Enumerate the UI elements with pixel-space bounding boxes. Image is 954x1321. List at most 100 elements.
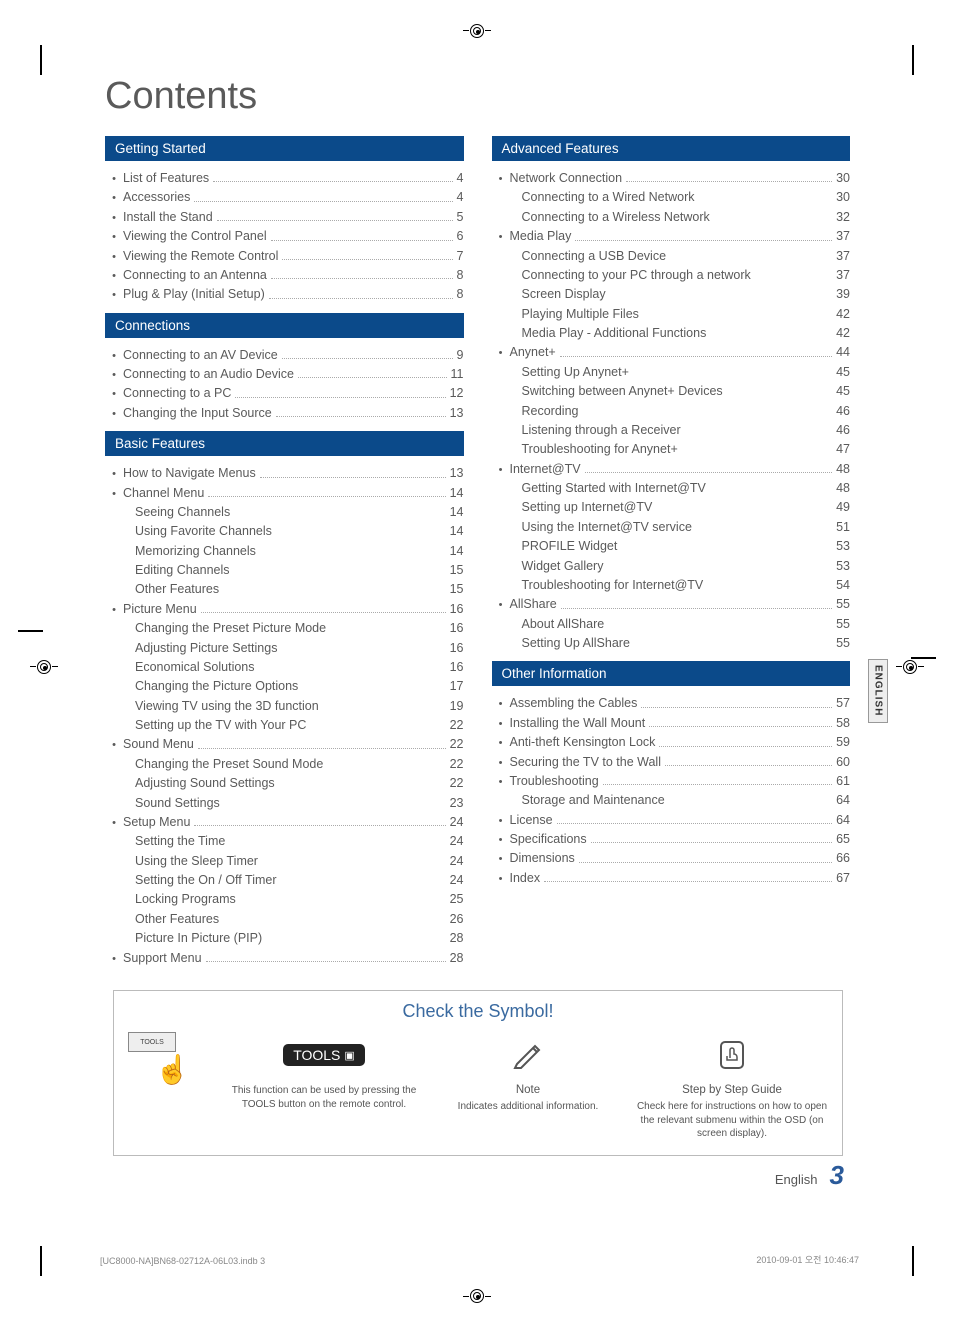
toc-sublist: Picture In Picture (PIP)28 — [105, 929, 464, 948]
toc-subitem: Connecting to a Wireless Network32 — [492, 208, 851, 227]
section-heading: Other Information — [492, 661, 851, 686]
toc-sublabel: Other Features — [135, 910, 450, 929]
bullet-icon: • — [105, 951, 123, 968]
toc-sublist: Using the Sleep Timer24 — [105, 852, 464, 871]
toc-subpage: 45 — [836, 363, 850, 382]
leader-dots — [260, 477, 446, 478]
toc-sublabel: Setting the On / Off Timer — [135, 871, 450, 890]
toc-subpage: 22 — [450, 716, 464, 735]
toc-sublist: Widget Gallery53 — [492, 557, 851, 576]
toc-subpage: 64 — [836, 791, 850, 810]
footer-language: English — [775, 1172, 818, 1187]
toc-sublist: Viewing TV using the 3D function19 — [105, 697, 464, 716]
toc-page: 6 — [457, 227, 464, 246]
toc-sublabel: Changing the Preset Picture Mode — [135, 619, 450, 638]
toc-item: •Dimensions66 — [492, 849, 851, 868]
leader-dots — [665, 765, 832, 766]
hand-pointer-icon: ☝ — [155, 1053, 190, 1086]
toc-item: •Troubleshooting61 — [492, 772, 851, 791]
toc-sublabel: PROFILE Widget — [522, 537, 837, 556]
toc-sublabel: Changing the Preset Sound Mode — [135, 755, 450, 774]
leader-dots — [649, 726, 832, 727]
check-cell: Step by Step GuideCheck here for instruc… — [630, 1032, 834, 1141]
toc-subpage: 22 — [450, 755, 464, 774]
section-heading: Connections — [105, 313, 464, 338]
bullet-icon: • — [105, 229, 123, 246]
toc-page: 59 — [836, 733, 850, 752]
toc-label: Connecting to an AV Device — [123, 346, 278, 365]
toc-label: Changing the Input Source — [123, 404, 272, 423]
toc-sublist: Changing the Preset Sound Mode22 — [105, 755, 464, 774]
bullet-icon: • — [105, 815, 123, 832]
toc-page: 7 — [457, 247, 464, 266]
crop-mark — [912, 1246, 914, 1276]
leader-dots — [208, 496, 445, 497]
bullet-icon: • — [492, 462, 510, 479]
check-cell: TOOLS▣This function can be used by press… — [222, 1032, 426, 1141]
crop-mark — [40, 45, 42, 75]
toc-subpage: 45 — [836, 382, 850, 401]
toc-item: •Changing the Input Source13 — [105, 404, 464, 423]
toc-subitem: Changing the Picture Options17 — [105, 677, 464, 696]
toc-item: •Anynet+44 — [492, 343, 851, 362]
toc-item: •Anti-theft Kensington Lock59 — [492, 733, 851, 752]
toc-subpage: 47 — [836, 440, 850, 459]
toc-page: 13 — [450, 464, 464, 483]
leader-dots — [201, 612, 446, 613]
toc-page: 24 — [450, 813, 464, 832]
page-content: Contents Getting Started•List of Feature… — [105, 75, 850, 976]
bullet-icon: • — [492, 774, 510, 791]
bullet-icon: • — [105, 466, 123, 483]
bullet-icon: • — [492, 229, 510, 246]
toc-subpage: 30 — [836, 188, 850, 207]
toc-subpage: 17 — [450, 677, 464, 696]
tools-mini-icon: TOOLS — [128, 1032, 176, 1052]
toc-item: •Network Connection30 — [492, 169, 851, 188]
leader-dots — [282, 259, 452, 260]
leader-dots — [271, 278, 453, 279]
toc-item: •Plug & Play (Initial Setup)8 — [105, 285, 464, 304]
bullet-icon: • — [105, 386, 123, 403]
leader-dots — [591, 842, 832, 843]
toc-page: 28 — [450, 949, 464, 968]
section-heading: Basic Features — [105, 431, 464, 456]
toc-sublist: Setting up Internet@TV49 — [492, 498, 851, 517]
toc-subitem: Switching between Anynet+ Devices45 — [492, 382, 851, 401]
toc-sublist: Recording46 — [492, 402, 851, 421]
toc-item: •Internet@TV48 — [492, 460, 851, 479]
leader-dots — [585, 472, 833, 473]
check-cell-desc: Indicates additional information. — [458, 1100, 599, 1114]
toc-item: •Assembling the Cables57 — [492, 694, 851, 713]
toc-sublabel: Adjusting Sound Settings — [135, 774, 450, 793]
toc-label: Connecting to an Audio Device — [123, 365, 294, 384]
crop-mark — [40, 1246, 42, 1276]
bullet-icon: • — [492, 696, 510, 713]
toc-sublabel: Storage and Maintenance — [522, 791, 837, 810]
toc-subpage: 24 — [450, 871, 464, 890]
toc-subpage: 37 — [836, 247, 850, 266]
bullet-icon: • — [492, 755, 510, 772]
language-tab: ENGLISH — [868, 659, 888, 723]
toc-sublabel: Media Play - Additional Functions — [522, 324, 837, 343]
toc-sublabel: Setting up Internet@TV — [522, 498, 837, 517]
toc-label: Install the Stand — [123, 208, 213, 227]
toc-page: 4 — [457, 188, 464, 207]
toc-label: Channel Menu — [123, 484, 204, 503]
toc-label: Setup Menu — [123, 813, 190, 832]
toc-item: •Setup Menu 24 — [105, 813, 464, 832]
toc-sublist: Getting Started with Internet@TV48 — [492, 479, 851, 498]
toc-subpage: 53 — [836, 537, 850, 556]
toc-sublist: Sound Settings23 — [105, 794, 464, 813]
toc-subitem: Troubleshooting for Internet@TV54 — [492, 576, 851, 595]
toc-page: 37 — [836, 227, 850, 246]
toc-subitem: Widget Gallery53 — [492, 557, 851, 576]
toc-sublist: Changing the Picture Options17 — [105, 677, 464, 696]
toc-sublist: Economical Solutions16 — [105, 658, 464, 677]
toc-label: Anynet+ — [510, 343, 556, 362]
toc-label: Installing the Wall Mount — [510, 714, 646, 733]
bullet-icon: • — [105, 737, 123, 754]
crop-mark — [18, 630, 43, 632]
bullet-icon: • — [105, 602, 123, 619]
toc-subpage: 42 — [836, 324, 850, 343]
toc-label: Securing the TV to the Wall — [510, 753, 661, 772]
